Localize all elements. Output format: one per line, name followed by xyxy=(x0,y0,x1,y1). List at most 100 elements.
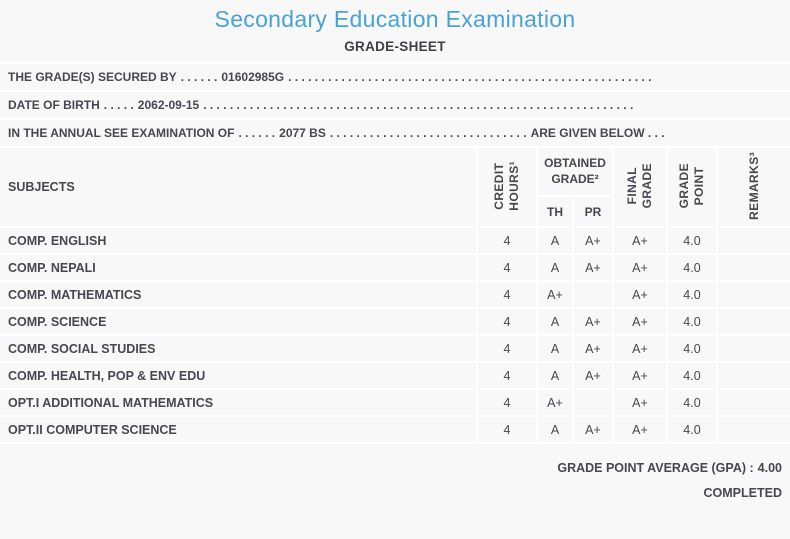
table-subheader-row: TH PR xyxy=(0,196,790,228)
subject-cell: COMP. HEALTH, POP & ENV EDU xyxy=(0,362,477,390)
credit-hours-cell: 4 xyxy=(476,227,537,255)
final-grade-cell: A+ xyxy=(612,281,667,309)
dot-leader: . . . . . . xyxy=(180,70,218,84)
credit-hours-cell: 4 xyxy=(476,389,537,417)
dot-leader: . . . . . . . . . . . . . . . . . . . . … xyxy=(329,126,527,140)
subject-cell: OPT.I ADDITIONAL MATHEMATICS xyxy=(0,389,477,417)
remarks-label: REMARKS³ xyxy=(746,151,761,220)
grades-table: SUBJECTS CREDIT HOURS¹ OBTAINED GRADE² F… xyxy=(0,148,790,444)
examination-year-value: 2077 BS xyxy=(279,126,326,140)
table-header-row: SUBJECTS CREDIT HOURS¹ OBTAINED GRADE² F… xyxy=(0,148,790,228)
grade-point-cell: 4.0 xyxy=(666,416,717,444)
table-row: OPT.II COMPUTER SCIENCE 4 A A+ A+ 4.0 xyxy=(0,416,790,444)
th-grade-cell: A xyxy=(536,227,573,255)
subject-cell: COMP. SCIENCE xyxy=(0,308,477,336)
subject-cell: COMP. SOCIAL STUDIES xyxy=(0,335,477,363)
remarks-cell xyxy=(716,416,790,444)
pr-grade-cell: A+ xyxy=(572,308,613,336)
column-header-remarks: REMARKS³ xyxy=(716,148,790,228)
date-of-birth-value: 2062-09-15 xyxy=(137,98,200,112)
gpa-line: GRADE POINT AVERAGE (GPA) :4.00 xyxy=(0,456,790,481)
dot-leader: . . . . . . . . . . . . . . . . . . . . … xyxy=(203,98,634,112)
credit-hours-cell: 4 xyxy=(476,281,537,309)
dot-leader: . . . . . xyxy=(103,98,134,112)
remarks-cell xyxy=(716,308,790,336)
status-line: COMPLETED xyxy=(0,481,790,506)
grade-point-cell: 4.0 xyxy=(666,335,717,363)
final-grade-cell: A+ xyxy=(612,227,667,255)
remarks-cell xyxy=(716,281,790,309)
th-grade-cell: A+ xyxy=(536,389,573,417)
pr-grade-cell xyxy=(572,281,613,309)
table-row: COMP. ENGLISH 4 A A+ A+ 4.0 xyxy=(0,227,790,255)
info-line-secured-by: THE GRADE(S) SECURED BY. . . . . . 016029… xyxy=(0,64,790,92)
th-grade-cell: A+ xyxy=(536,281,573,309)
table-row: OPT.I ADDITIONAL MATHEMATICS 4 A+ A+ 4.0 xyxy=(0,389,790,417)
column-header-th: TH xyxy=(536,196,573,228)
credit-hours-cell: 4 xyxy=(476,416,537,444)
column-header-subjects: SUBJECTS xyxy=(0,148,477,228)
pr-grade-cell: A+ xyxy=(572,254,613,282)
info-label: DATE OF BIRTH xyxy=(8,98,100,112)
table-row: COMP. NEPALI 4 A A+ A+ 4.0 xyxy=(0,254,790,282)
final-grade-label: FINAL GRADE xyxy=(625,162,654,209)
remarks-cell xyxy=(716,362,790,390)
gpa-value: 4.00 xyxy=(757,461,782,475)
credit-hours-label: CREDIT HOURS¹ xyxy=(492,160,521,211)
final-grade-cell: A+ xyxy=(612,308,667,336)
remarks-cell xyxy=(716,227,790,255)
candidate-info-section: THE GRADE(S) SECURED BY. . . . . . 016029… xyxy=(0,62,790,148)
column-header-obtained-grade: OBTAINED GRADE² xyxy=(536,148,613,197)
gpa-label: GRADE POINT AVERAGE (GPA) : xyxy=(557,461,754,475)
final-grade-cell: A+ xyxy=(612,254,667,282)
grade-point-cell: 4.0 xyxy=(666,281,717,309)
info-label: IN THE ANNUAL SEE EXAMINATION OF xyxy=(8,126,235,140)
final-grade-cell: A+ xyxy=(612,362,667,390)
grade-point-cell: 4.0 xyxy=(666,362,717,390)
th-grade-cell: A xyxy=(536,416,573,444)
final-grade-cell: A+ xyxy=(612,335,667,363)
page-title: Secondary Education Examination xyxy=(214,6,576,32)
grade-point-cell: 4.0 xyxy=(666,227,717,255)
credit-hours-cell: 4 xyxy=(476,254,537,282)
pr-grade-cell xyxy=(572,389,613,417)
remarks-cell xyxy=(716,389,790,417)
subject-cell: COMP. ENGLISH xyxy=(0,227,477,255)
column-header-pr: PR xyxy=(572,196,613,228)
credit-hours-cell: 4 xyxy=(476,308,537,336)
final-grade-cell: A+ xyxy=(612,416,667,444)
column-header-credit-hours: CREDIT HOURS¹ xyxy=(476,148,537,228)
remarks-cell xyxy=(716,254,790,282)
info-label: THE GRADE(S) SECURED BY xyxy=(8,70,177,84)
remarks-cell xyxy=(716,335,790,363)
subject-cell: COMP. NEPALI xyxy=(0,254,477,282)
column-header-grade-point: GRADE POINT xyxy=(666,148,717,228)
th-grade-cell: A xyxy=(536,308,573,336)
th-grade-cell: A xyxy=(536,362,573,390)
th-grade-cell: A xyxy=(536,335,573,363)
table-row: COMP. HEALTH, POP & ENV EDU 4 A A+ A+ 4.0 xyxy=(0,362,790,390)
info-line-examination-year: IN THE ANNUAL SEE EXAMINATION OF . . . . … xyxy=(0,120,790,148)
table-row: COMP. SCIENCE 4 A A+ A+ 4.0 xyxy=(0,308,790,336)
table-row: COMP. SOCIAL STUDIES 4 A A+ A+ 4.0 xyxy=(0,335,790,363)
final-grade-cell: A+ xyxy=(612,389,667,417)
completion-status: COMPLETED xyxy=(703,486,782,500)
grade-point-cell: 4.0 xyxy=(666,308,717,336)
pr-grade-cell: A+ xyxy=(572,416,613,444)
symbol-number-value: 01602985G xyxy=(221,70,285,84)
pr-grade-cell: A+ xyxy=(572,335,613,363)
subject-cell: COMP. MATHEMATICS xyxy=(0,281,477,309)
grade-point-cell: 4.0 xyxy=(666,389,717,417)
sheet-subtitle: GRADE-SHEET xyxy=(344,39,446,54)
pr-grade-cell: A+ xyxy=(572,362,613,390)
subject-cell: OPT.II COMPUTER SCIENCE xyxy=(0,416,477,444)
grades-table-header: SUBJECTS CREDIT HOURS¹ OBTAINED GRADE² F… xyxy=(0,148,790,228)
dot-leader: . . . . . . . . . . . . . . . . . . . . … xyxy=(288,70,652,84)
result-summary: GRADE POINT AVERAGE (GPA) :4.00 COMPLETE… xyxy=(0,456,790,506)
pr-grade-cell: A+ xyxy=(572,227,613,255)
column-header-final-grade: FINAL GRADE xyxy=(612,148,667,228)
credit-hours-cell: 4 xyxy=(476,335,537,363)
info-suffix: ARE GIVEN BELOW . . . xyxy=(530,126,665,140)
th-grade-cell: A xyxy=(536,254,573,282)
